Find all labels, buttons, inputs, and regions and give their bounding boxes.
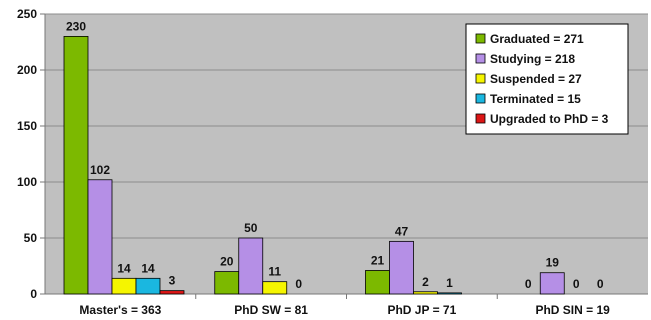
bar <box>238 237 264 295</box>
data-label: 102 <box>90 163 110 177</box>
bar <box>437 292 462 295</box>
data-label: 19 <box>546 256 560 270</box>
data-label: 0 <box>525 277 532 291</box>
data-label: 20 <box>220 255 234 269</box>
data-label: 14 <box>141 261 155 275</box>
bar <box>63 36 89 295</box>
bar <box>262 281 288 295</box>
legend-box <box>465 23 629 135</box>
data-label: 1 <box>446 276 453 290</box>
bar <box>159 290 185 295</box>
bar <box>111 277 137 295</box>
data-label: 2 <box>422 275 429 289</box>
y-tick-label: 150 <box>17 119 37 133</box>
legend-swatch <box>475 33 486 44</box>
bar <box>87 179 113 295</box>
legend-swatch <box>475 73 486 84</box>
data-label: 14 <box>117 261 131 275</box>
bar <box>389 240 414 295</box>
data-label: 47 <box>395 224 409 238</box>
legend-label: Suspended = 27 <box>490 72 582 86</box>
legend-label: Terminated = 15 <box>490 92 581 106</box>
legend-items: Graduated = 271 Studying = 218 Suspended =… <box>475 32 609 126</box>
bar <box>365 270 390 295</box>
legend-swatch <box>475 53 486 64</box>
category-label: PhD SW = 81 <box>234 303 308 317</box>
legend: Graduated = 271 Studying = 218 Suspended =… <box>465 23 629 135</box>
category-label: PhD JP = 71 <box>387 303 456 317</box>
legend-label: Graduated = 271 <box>490 32 584 46</box>
legend-label: Upgraded to PhD = 3 <box>490 112 609 126</box>
data-label: 230 <box>66 19 86 33</box>
legend-swatch <box>475 113 486 124</box>
legend-label: Studying = 218 <box>490 52 575 66</box>
bar <box>413 291 438 295</box>
data-label: 0 <box>597 277 604 291</box>
category-label: Master's = 363 <box>79 303 161 317</box>
data-label: 50 <box>244 221 258 235</box>
legend-swatch <box>475 93 486 104</box>
bars <box>63 36 565 295</box>
data-label: 3 <box>169 274 176 288</box>
y-tick-label: 200 <box>17 63 37 77</box>
data-label: 21 <box>371 253 385 267</box>
y-tick-label: 250 <box>17 7 37 21</box>
y-tick-label: 100 <box>17 175 37 189</box>
category-label: PhD SIN = 19 <box>535 303 610 317</box>
y-tick-label: 0 <box>30 287 37 301</box>
data-label: 11 <box>268 265 281 279</box>
y-tick-label: 50 <box>24 231 38 245</box>
bar <box>214 271 240 295</box>
data-label: 0 <box>573 277 580 291</box>
category-labels: Master's = 363 PhD SW = 81 PhD JP = 71 PhD … <box>79 294 610 317</box>
y-tick-labels: 0 50 100 150 200 250 <box>17 7 45 301</box>
bar <box>539 272 565 295</box>
data-label: 0 <box>295 277 302 291</box>
bar <box>135 277 161 295</box>
